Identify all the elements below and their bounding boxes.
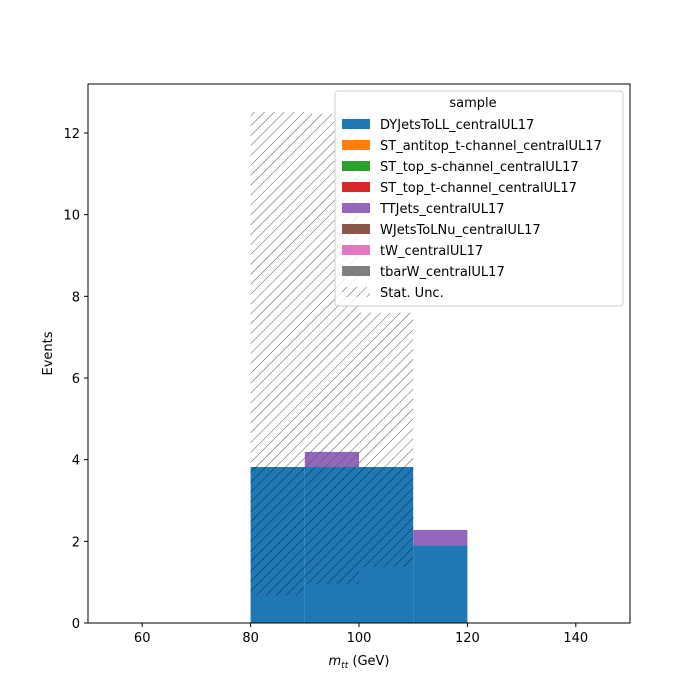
legend-label-4: TTJets_centralUL17 [379,202,505,217]
legend-swatch-8 [342,287,370,297]
bar-0-bin-3 [413,545,468,623]
legend-label-3: ST_top_t-channel_centralUL17 [380,181,577,196]
stat-unc-outer-bin-2 [359,312,414,468]
legend-label-8: Stat. Unc. [380,286,444,301]
legend-label-5: WJetsToLNu_centralUL17 [380,223,541,238]
stat-unc-inner-bin-1 [304,467,359,585]
legend-label-2: ST_top_s-channel_centralUL17 [380,160,579,175]
legend-box [334,90,624,307]
legend-label-1: ST_antitop_t-channel_centralUL17 [380,139,602,154]
legend-label-6: tW_centralUL17 [380,244,483,259]
legend-label-0: DYJetsToLL_centralUL17 [380,118,534,133]
legend-label-7: tbarW_centralUL17 [380,265,505,280]
x-axis-label: mtt (GeV) [329,654,390,671]
legend-swatch-3 [342,182,370,192]
y-tick-label-0: 0 [72,617,80,632]
y-axis-label: Events [41,331,56,375]
legend: sample DYJetsToLL_centralUL17 ST_antitop_t… [334,90,624,307]
y-tick-label-4: 4 [72,454,80,469]
stat-unc-inner-bin-0 [250,467,305,596]
stat-unc-inner-bin-2 [359,467,414,568]
legend-swatch-1 [342,140,370,150]
x-tick-label-60: 60 [134,631,151,646]
x-tick-label-80: 80 [242,631,259,646]
y-tick-label-2: 2 [72,535,80,550]
legend-swatch-6 [342,245,370,255]
x-tick-label-100: 100 [347,631,372,646]
legend-title: sample [449,96,496,111]
bar-4-bin-3 [413,529,468,546]
y-tick-label-12: 12 [63,127,80,142]
legend-swatch-4 [342,203,370,213]
stat-unc-outer-bin-0 [250,111,305,468]
legend-swatch-7 [342,266,370,276]
legend-swatch-0 [342,119,370,129]
plot-area: 60 80 100 120 140 0 2 4 6 8 10 12 mtt (GeV) Events [41,83,631,671]
x-tick-label-140: 140 [563,631,588,646]
y-tick-label-10: 10 [63,209,80,224]
y-tick-label-6: 6 [72,372,80,387]
x-tick-label-120: 120 [455,631,480,646]
legend-swatch-5 [342,224,370,234]
legend-swatch-2 [342,161,370,171]
y-tick-label-8: 8 [72,290,80,305]
